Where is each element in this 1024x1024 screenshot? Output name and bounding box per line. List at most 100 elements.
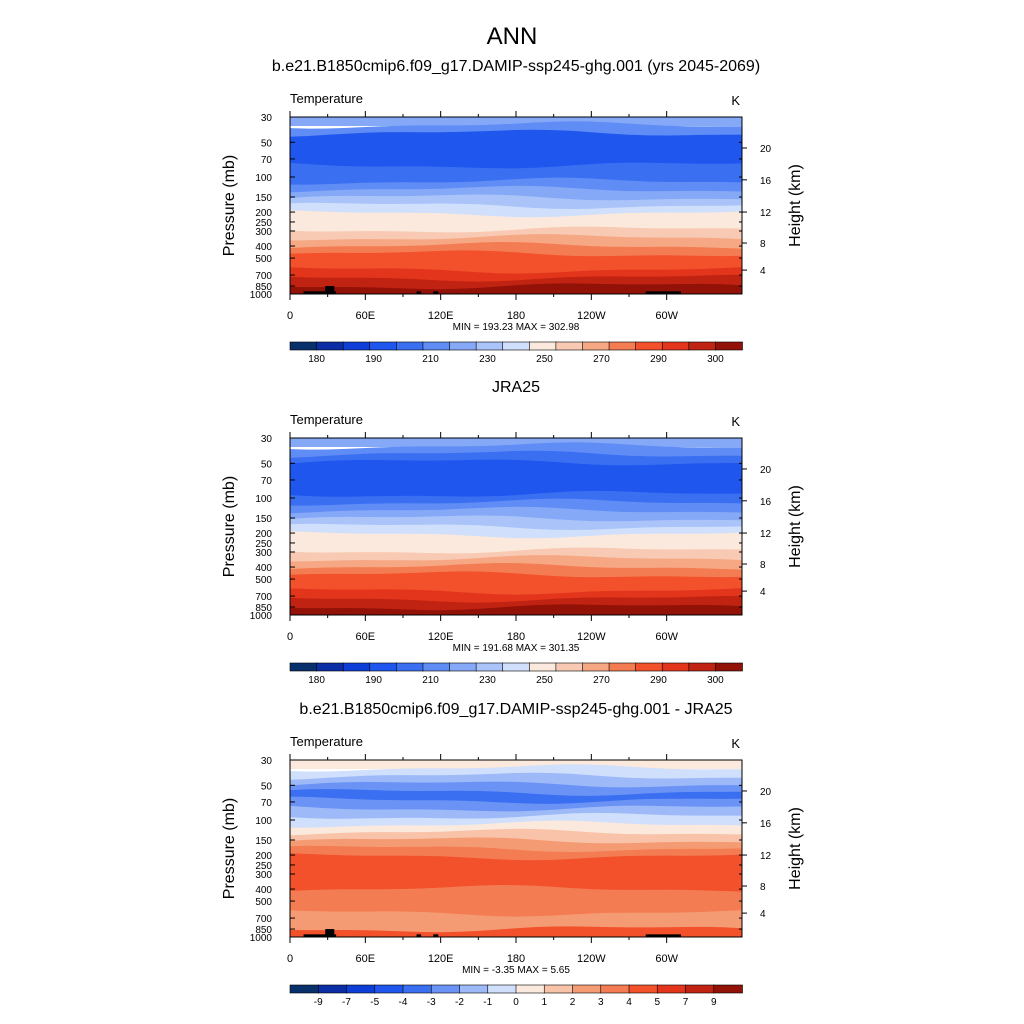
colorbar-box	[628, 984, 659, 994]
panels-group: b.e21.B1850cmip6.f09_g17.DAMIP-ssp245-gh…	[221, 58, 804, 1008]
y-axis-label: Pressure (mb)	[221, 798, 238, 899]
topography-mask	[416, 934, 422, 937]
y-tick-label: 150	[255, 514, 272, 525]
y-tick-label: 200	[255, 529, 272, 540]
topography-mask	[325, 929, 335, 937]
colorbar-label: 300	[707, 675, 724, 686]
colorbar-box	[608, 341, 637, 351]
x-tick-label: 180	[507, 631, 525, 643]
x-tick-label: 0	[287, 310, 293, 322]
y-tick-label: 250	[255, 218, 272, 229]
y-tick-label: 700	[255, 914, 272, 925]
colorbar-box	[608, 662, 637, 672]
y2-tick-label: 8	[760, 560, 766, 571]
y2-tick-label: 8	[760, 239, 766, 250]
y-tick-label: 250	[255, 539, 272, 550]
colorbar-label: 190	[365, 354, 382, 365]
colorbar-box	[346, 984, 376, 994]
y2-tick-label: 4	[760, 266, 766, 277]
x-tick-label: 120W	[577, 310, 606, 322]
y-tick-label: 500	[255, 897, 272, 908]
colorbar-box	[317, 984, 348, 994]
y-tick-label: 150	[255, 836, 272, 847]
x-tick-label: 120W	[577, 953, 606, 965]
field-bands	[290, 438, 742, 615]
colorbar-box	[572, 984, 602, 994]
colorbar-box	[487, 984, 517, 994]
colorbar-box	[600, 984, 630, 994]
colorbar-box	[543, 984, 574, 994]
colorbar-box	[713, 984, 743, 994]
colorbar-label: 7	[683, 997, 689, 1008]
y-tick-label: 50	[261, 138, 273, 149]
colorbar-box	[369, 662, 398, 672]
colorbar-label: 250	[536, 675, 553, 686]
colorbar-label: -1	[483, 997, 492, 1008]
colorbar-box	[449, 341, 477, 351]
panel-1: b.e21.B1850cmip6.f09_g17.DAMIP-ssp245-gh…	[221, 58, 804, 365]
y-tick-label: 1000	[250, 611, 273, 622]
colorbar-box	[661, 662, 690, 672]
y-tick-label: 100	[255, 173, 272, 184]
y2-tick-label: 16	[760, 497, 772, 508]
colorbar-label: -4	[399, 997, 408, 1008]
colorbar-box	[555, 662, 584, 672]
colorbar-label: 180	[308, 675, 325, 686]
colorbar-label: -7	[342, 997, 351, 1008]
y-tick-label: 500	[255, 575, 272, 586]
x-tick-label: 60W	[655, 631, 678, 643]
y2-tick-label: 4	[760, 909, 766, 920]
y2-tick-label: 12	[760, 529, 772, 540]
topography-mask	[433, 934, 439, 937]
y2-axis-label: Height (km)	[787, 485, 804, 568]
y-axis-label: Pressure (mb)	[221, 476, 238, 577]
min-max-stats: MIN = -3.35 MAX = 5.65	[462, 965, 570, 976]
colorbar-box	[661, 341, 690, 351]
figure-title: ANN	[487, 23, 538, 50]
colorbar-box	[422, 662, 451, 672]
y2-axis-label: Height (km)	[787, 164, 804, 247]
y2-tick-label: 8	[760, 882, 766, 893]
x-tick-label: 60E	[356, 310, 376, 322]
colorbar-label: 180	[308, 354, 325, 365]
colorbar-label: 230	[479, 675, 496, 686]
y-axis-label: Pressure (mb)	[221, 155, 238, 256]
colorbar-box	[374, 984, 404, 994]
field-bands	[290, 117, 742, 294]
colorbar-box	[555, 341, 584, 351]
topography-mask	[325, 286, 335, 294]
colorbar-box	[289, 662, 318, 672]
colorbar-box	[528, 341, 557, 351]
topography-mask	[303, 934, 337, 937]
y2-tick-label: 20	[760, 787, 772, 798]
colorbar-box	[289, 984, 320, 994]
colorbar-box	[528, 662, 557, 672]
panel-title: b.e21.B1850cmip6.f09_g17.DAMIP-ssp245-gh…	[272, 58, 760, 75]
colorbar-label: 0	[513, 997, 519, 1008]
y-tick-label: 30	[261, 113, 273, 124]
colorbar-box	[715, 341, 743, 351]
colorbar-box	[396, 662, 424, 672]
x-tick-label: 180	[507, 953, 525, 965]
colorbar-box	[502, 662, 531, 672]
x-tick-label: 120W	[577, 631, 606, 643]
y-tick-label: 300	[255, 870, 272, 881]
panel-3: b.e21.B1850cmip6.f09_g17.DAMIP-ssp245-gh…	[221, 701, 804, 1008]
y-tick-label: 50	[261, 781, 273, 792]
colorbar-label: 210	[422, 354, 439, 365]
y-tick-label: 100	[255, 816, 272, 827]
colorbar-box	[635, 341, 664, 351]
y-tick-label: 850	[255, 603, 272, 614]
panel-title: b.e21.B1850cmip6.f09_g17.DAMIP-ssp245-gh…	[299, 701, 732, 718]
min-max-stats: MIN = 191.68 MAX = 301.35	[453, 643, 580, 654]
topography-mask	[303, 291, 337, 294]
colorbar-box	[475, 341, 504, 351]
x-tick-label: 120E	[428, 631, 454, 643]
y-tick-label: 300	[255, 227, 272, 238]
x-tick-label: 0	[287, 953, 293, 965]
colorbar-label: -5	[370, 997, 379, 1008]
colorbar-box	[656, 984, 687, 994]
x-tick-label: 120E	[428, 953, 454, 965]
